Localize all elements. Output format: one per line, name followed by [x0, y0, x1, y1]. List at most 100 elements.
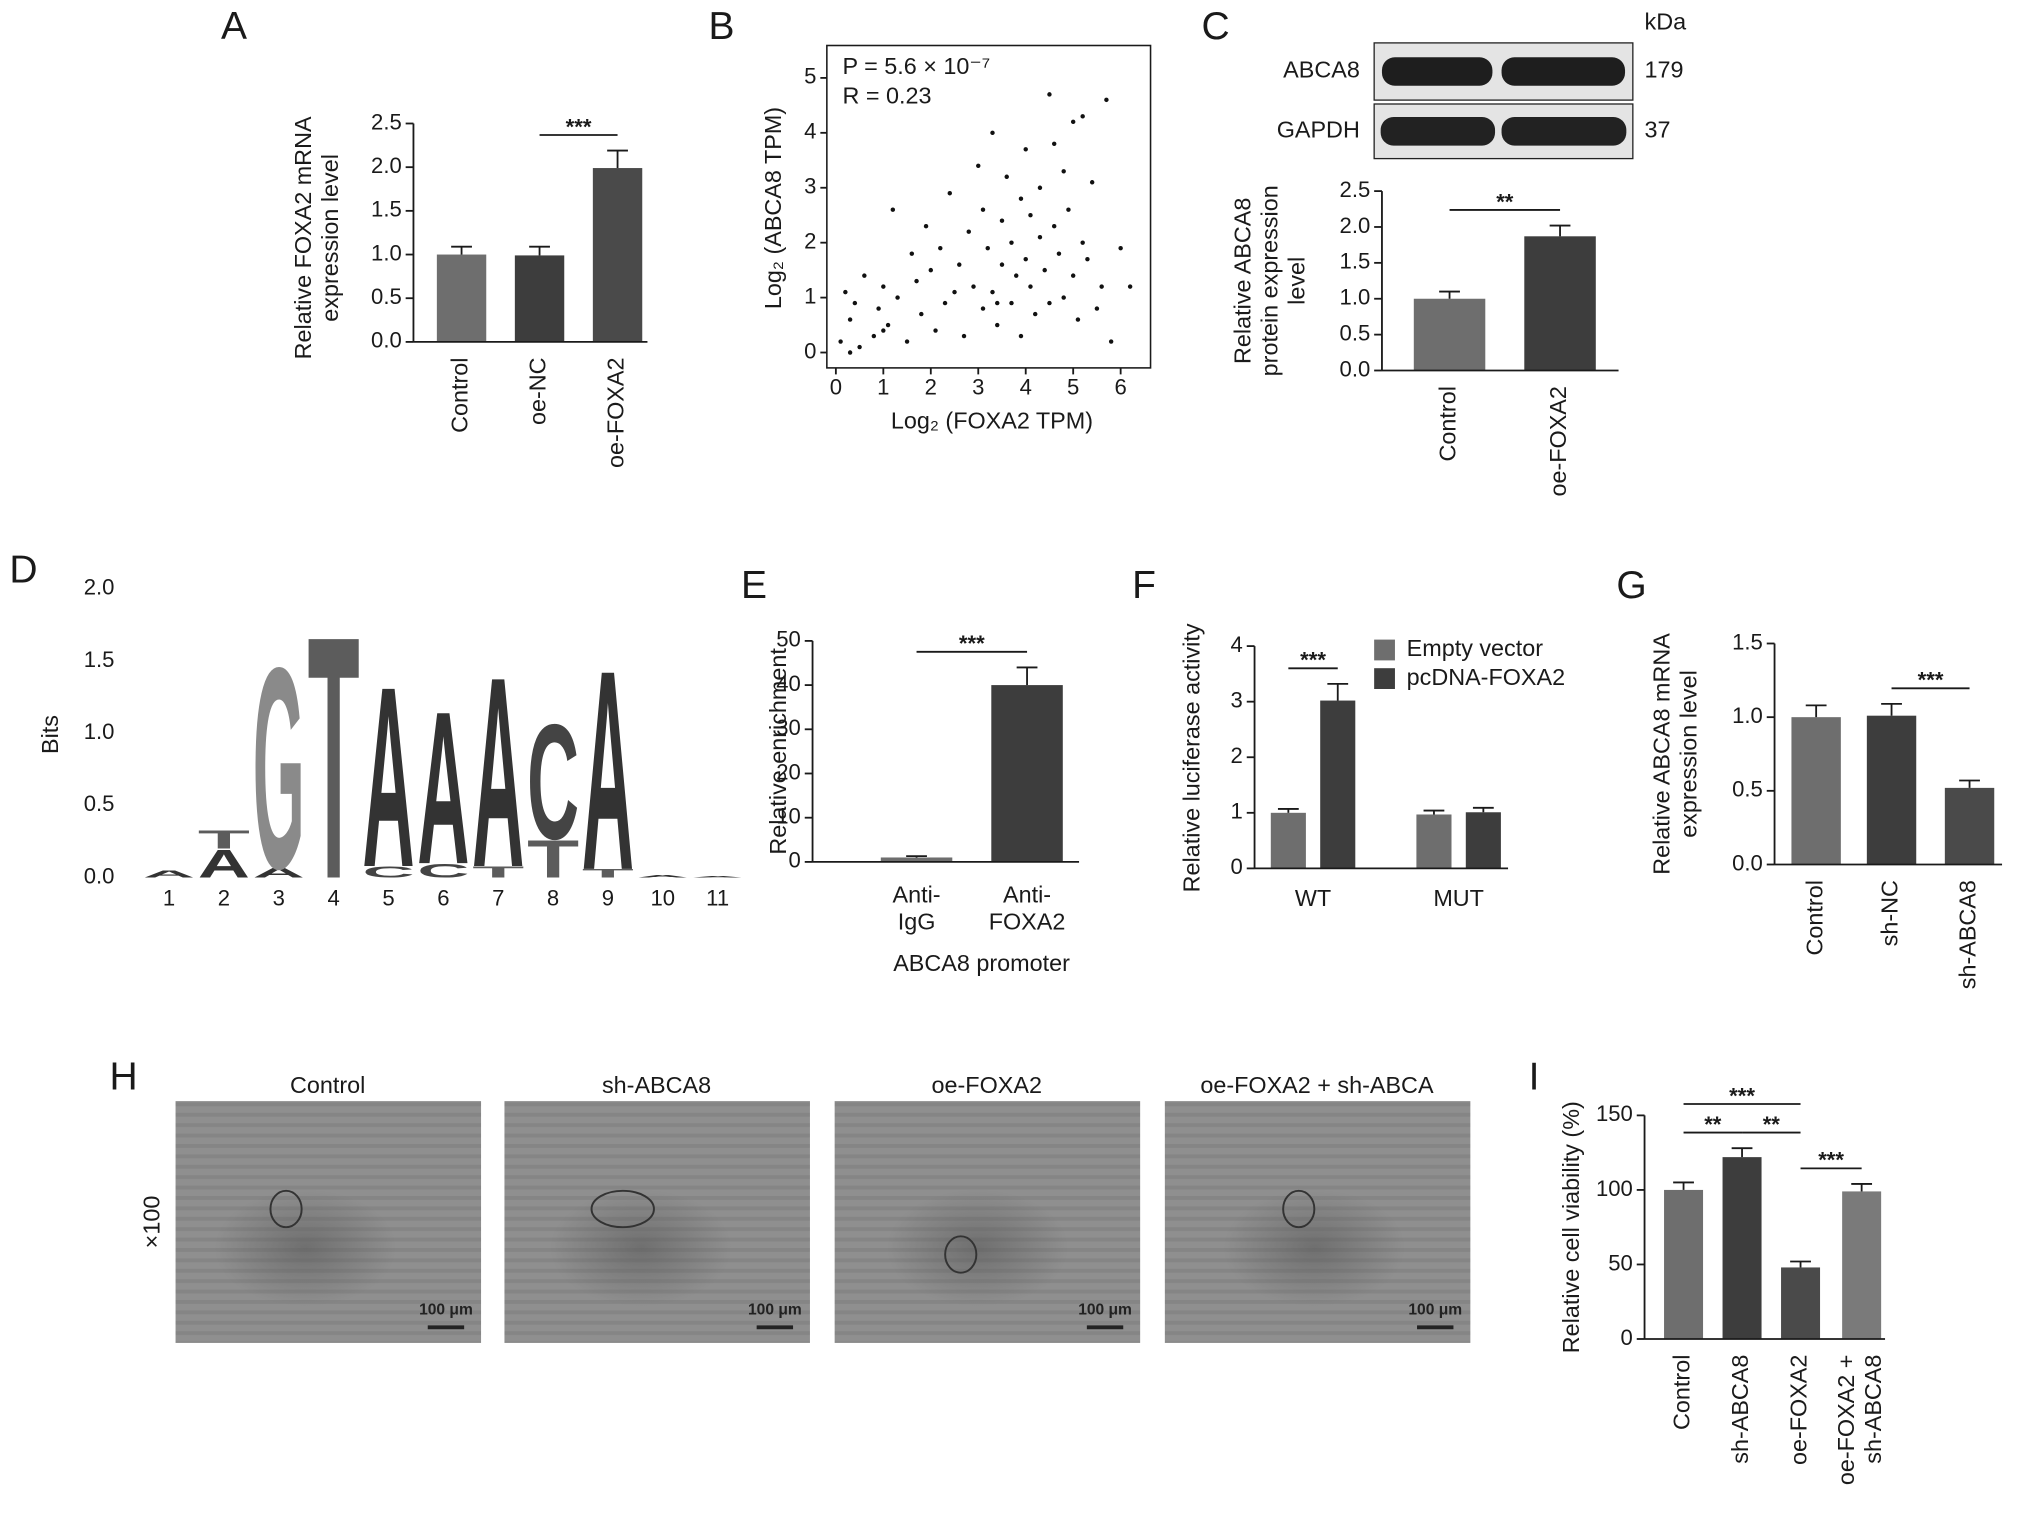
- y-tick-label: 30: [776, 715, 801, 740]
- bar: [1722, 1157, 1762, 1339]
- x-tick-label: Control: [447, 357, 473, 432]
- x-tick-label: oe-NC: [525, 357, 551, 425]
- micrograph-shade: [1223, 1189, 1406, 1307]
- error-bar: [1016, 666, 1038, 686]
- x-axis-title: ABCA8 promoter: [893, 950, 1070, 976]
- chart-panel: A Relative FOXA2 mRNAexpression level Cont…: [221, 5, 648, 468]
- point: [1061, 295, 1066, 300]
- point: [1070, 273, 1076, 278]
- chart-panel: F Relative luciferase activity WT MUT Empty …: [1132, 564, 1565, 911]
- y-tick-label: 0.5: [371, 284, 402, 309]
- point: [847, 317, 853, 322]
- blot-label: ABCA8: [1283, 57, 1360, 83]
- point: [1023, 256, 1028, 262]
- blot-label: GAPDH: [1277, 116, 1360, 142]
- logo-letter: T: [527, 830, 579, 890]
- micrograph-title: sh-ABCA8: [602, 1072, 711, 1098]
- point: [966, 229, 971, 234]
- y-tick-label: 3: [804, 174, 816, 199]
- point: [980, 207, 986, 212]
- logo-letter: C: [527, 691, 579, 874]
- point: [928, 267, 934, 273]
- logo-letter: A: [198, 842, 250, 886]
- bar: [592, 168, 643, 342]
- point: [1037, 185, 1043, 190]
- point: [1075, 317, 1081, 322]
- error-bar: [1277, 808, 1299, 813]
- x-tick-label: Control: [1669, 1355, 1695, 1430]
- point: [985, 245, 990, 251]
- logo-letter: T: [472, 863, 524, 881]
- y-tick-label: 2.0: [371, 153, 402, 178]
- x-tick-label: oe-FOXA2: [603, 357, 629, 467]
- cell-cluster: [1282, 1189, 1316, 1229]
- error-bar: [1805, 704, 1827, 718]
- micrograph-title: oe-FOXA2 + sh-ABCA: [1200, 1072, 1434, 1098]
- x-tick-label: 9: [602, 885, 614, 910]
- y-tick-label: 1.5: [1732, 629, 1763, 654]
- panel-letter: H: [109, 1055, 137, 1098]
- x-tick-label: 1: [877, 375, 889, 400]
- logo-letter: T: [582, 867, 634, 880]
- point: [1118, 245, 1123, 251]
- bar: [1320, 700, 1356, 869]
- blot-band: [1501, 57, 1626, 86]
- y-tick-label: 1.0: [84, 719, 115, 744]
- point: [1085, 256, 1090, 262]
- y-tick-label: 0.5: [84, 791, 115, 816]
- point: [876, 306, 881, 311]
- x-tick-label: 6: [1115, 375, 1127, 400]
- annotation: P = 5.6 × 10⁻⁷: [842, 53, 990, 79]
- y-axis-title: Relative luciferase activity: [1179, 623, 1205, 892]
- bar: [1270, 812, 1306, 869]
- chart-panel: I Relative cell viability (%) Control sh-AB…: [1529, 1055, 1887, 1485]
- x-tick-label: 2: [925, 375, 937, 400]
- y-tick-label: 20: [776, 759, 801, 784]
- micrograph-shade: [214, 1189, 397, 1307]
- logo-letter: A: [143, 869, 195, 880]
- x-axis-title: Log₂ (FOXA2 TPM): [891, 408, 1093, 434]
- point: [890, 207, 896, 212]
- logo-letter: C: [417, 860, 469, 882]
- point: [847, 350, 853, 355]
- y-tick-label: 0: [1231, 854, 1243, 879]
- bar: [991, 685, 1063, 862]
- error-bar: [1327, 682, 1349, 701]
- legend-swatch: [1374, 668, 1395, 689]
- y-tick-label: 1.5: [371, 197, 402, 222]
- point: [1099, 284, 1104, 289]
- y-tick-label: 100: [1596, 1176, 1633, 1201]
- chart-panel: C Relative ABCA8protein expressionlevel Co…: [1201, 5, 1619, 497]
- logo-letter: A: [253, 865, 305, 881]
- point: [1009, 240, 1014, 245]
- y-tick-label: 2.5: [1340, 177, 1371, 202]
- y-tick-label: 0.0: [84, 863, 115, 888]
- significance-label: ***: [1918, 668, 1944, 693]
- point: [990, 289, 995, 295]
- point: [1070, 119, 1076, 125]
- point: [1104, 97, 1109, 103]
- panel-letter: B: [709, 5, 735, 48]
- western-blot: kDa ABCA8 179 GAPDH 37: [1277, 9, 1686, 160]
- blot-band: [1381, 57, 1493, 86]
- y-tick-label: 50: [1608, 1250, 1633, 1275]
- x-tick-label: 2: [218, 885, 230, 910]
- significance-label: ***: [1729, 1083, 1755, 1108]
- x-tick-label: sh-ABCA8: [1727, 1355, 1753, 1464]
- y-tick-label: 4: [1231, 632, 1243, 657]
- point: [1047, 92, 1052, 97]
- error-bar: [451, 245, 472, 255]
- blot-size: 37: [1645, 116, 1671, 142]
- scale-bar-label: 100 μm: [1078, 1302, 1132, 1319]
- logo-letter: A: [417, 666, 469, 909]
- y-tick-label: 2: [804, 229, 816, 254]
- micrograph-shade: [549, 1189, 732, 1307]
- error-bar: [607, 149, 628, 169]
- y-tick-label: 1: [1231, 799, 1243, 824]
- point: [909, 251, 915, 256]
- y-tick-label: 2.0: [1340, 213, 1371, 238]
- point: [871, 333, 877, 339]
- y-axis-title: Relative enrichment: [765, 648, 791, 855]
- x-tick-label: WT: [1295, 885, 1331, 911]
